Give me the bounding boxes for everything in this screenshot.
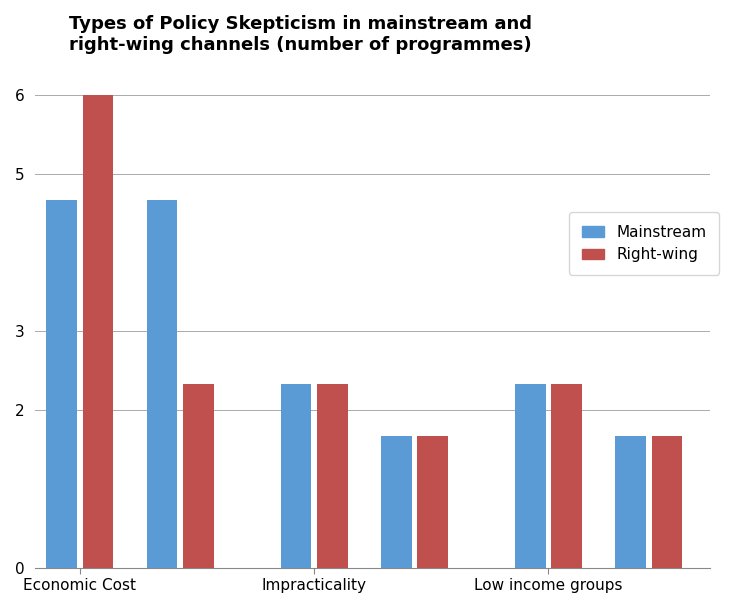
- Bar: [280, 384, 311, 568]
- Bar: [83, 95, 113, 568]
- Bar: [381, 436, 412, 568]
- Bar: [551, 384, 582, 568]
- Bar: [46, 200, 77, 568]
- Bar: [317, 384, 348, 568]
- Legend: Mainstream, Right-wing: Mainstream, Right-wing: [569, 212, 719, 274]
- Text: Types of Policy Skepticism in mainstream and
right-wing channels (number of prog: Types of Policy Skepticism in mainstream…: [69, 15, 532, 54]
- Bar: [183, 384, 213, 568]
- Bar: [515, 384, 546, 568]
- Bar: [615, 436, 646, 568]
- Bar: [651, 436, 682, 568]
- Bar: [417, 436, 448, 568]
- Bar: [147, 200, 177, 568]
